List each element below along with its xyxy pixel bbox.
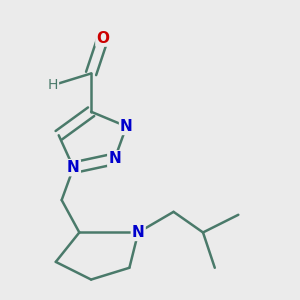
Text: N: N bbox=[120, 119, 133, 134]
Text: N: N bbox=[108, 151, 121, 166]
Text: H: H bbox=[48, 78, 58, 92]
Text: N: N bbox=[132, 225, 145, 240]
Text: N: N bbox=[67, 160, 80, 175]
Text: O: O bbox=[96, 31, 110, 46]
